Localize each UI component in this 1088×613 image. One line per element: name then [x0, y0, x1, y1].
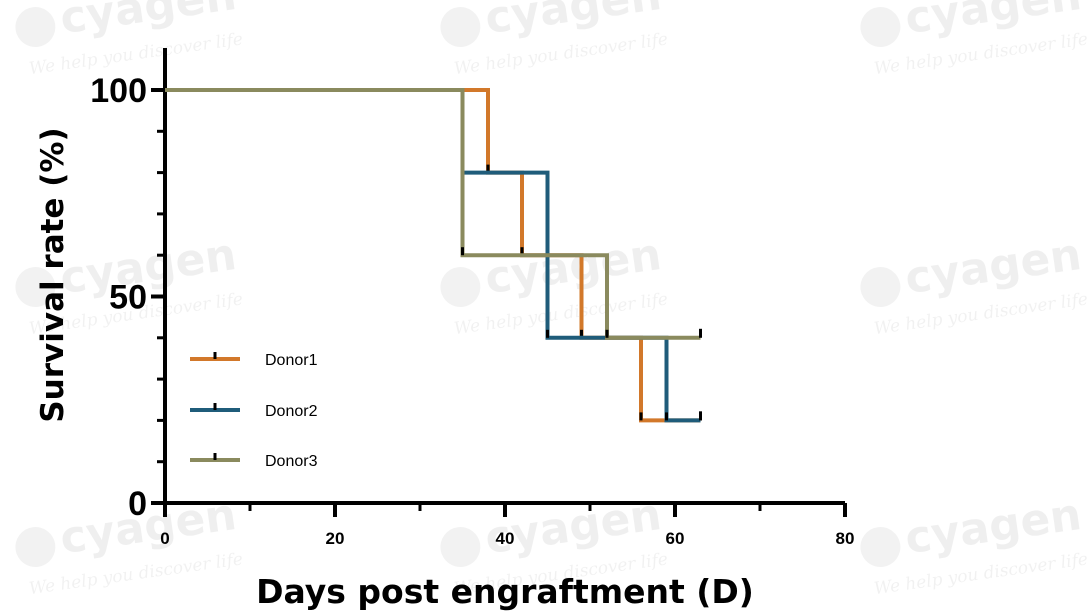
series-layer: [165, 88, 702, 423]
watermark-logo-icon: [860, 7, 901, 48]
watermark-logo-icon: [440, 7, 481, 48]
y-tick-label: 100: [90, 72, 147, 110]
y-tick-label: 50: [109, 279, 147, 317]
axes: 0 50 100 0 20 40 60 80: [90, 48, 854, 548]
watermark-logo-icon: [15, 527, 56, 568]
legend: Donor1 Donor2 Donor3: [190, 352, 318, 470]
x-axis-title: Days post engraftment (D): [256, 572, 754, 611]
y-tick-label: 0: [128, 485, 147, 523]
watermark-logo-icon: [440, 267, 481, 308]
series-line: [165, 88, 701, 340]
series-donor3: [165, 88, 702, 340]
x-tick-label: 60: [666, 529, 685, 548]
watermark-tagline: We help you discover life: [453, 289, 669, 339]
legend-label: Donor2: [265, 403, 318, 420]
x-tick-label: 40: [496, 529, 515, 548]
legend-item: Donor2: [190, 403, 318, 420]
legend-label: Donor1: [265, 352, 318, 369]
x-tick-label: 20: [326, 529, 345, 548]
x-tick-label: 0: [160, 529, 169, 548]
y-axis-title: Survival rate (%): [35, 127, 71, 422]
watermark-logo-icon: [15, 7, 56, 48]
watermark-tagline: We help you discover life: [873, 549, 1088, 599]
watermark-tagline: We help you discover life: [28, 549, 244, 599]
legend-item: Donor3: [190, 453, 318, 470]
watermark-logo-icon: [15, 267, 56, 308]
legend-item: Donor1: [190, 352, 318, 369]
watermark-tagline: We help you discover life: [453, 29, 669, 79]
watermark-tagline: We help you discover life: [873, 289, 1088, 339]
watermark-tagline: We help you discover life: [873, 29, 1088, 79]
x-tick-label: 80: [836, 529, 855, 548]
watermark-logo-icon: [860, 267, 901, 308]
watermark-logo-icon: [440, 527, 481, 568]
legend-label: Donor3: [265, 453, 318, 470]
watermark-logo-icon: [860, 527, 901, 568]
